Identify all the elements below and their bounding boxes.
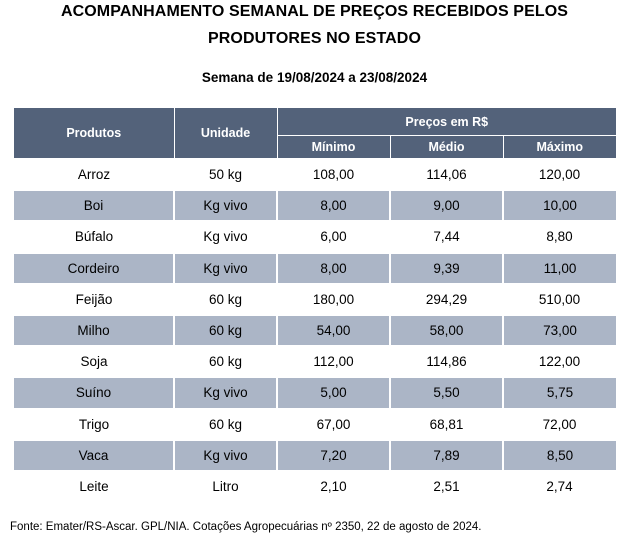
cell-minimo: 112,00	[313, 354, 354, 370]
cell-maximo: 122,00	[538, 354, 581, 370]
cell-maximo: 73,00	[503, 314, 617, 347]
header-produtos: Produtos	[14, 108, 175, 159]
cell-medio: 58,00	[390, 314, 504, 347]
cell-maximo: 10,00	[503, 190, 617, 222]
cell-produto: Búfalo	[74, 229, 114, 245]
cell-maximo: 8,80	[546, 229, 573, 245]
header-precos: Preços em R$	[277, 108, 617, 136]
cell-unidade: Kg vivo	[203, 229, 248, 245]
cell-maximo: 510,00	[538, 291, 581, 307]
cell-unidade: Kg vivo	[174, 252, 278, 284]
header-unidade: Unidade	[174, 108, 278, 159]
table-row: Suíno Kg vivo 5,00 5,50 5,75	[14, 377, 617, 409]
cell-minimo: 54,00	[277, 314, 391, 347]
document-title-line-1: ACOMPANHAMENTO SEMANAL DE PREÇOS RECEBID…	[60, 3, 569, 20]
cell-unidade: Litro	[212, 478, 239, 494]
table-row: Cordeiro Kg vivo 8,00 9,39 11,00	[14, 252, 617, 284]
cell-minimo: 2,10	[320, 478, 347, 494]
cell-maximo: 11,00	[503, 252, 617, 284]
header-minimo: Mínimo	[277, 135, 391, 159]
cell-maximo: 120,00	[538, 167, 581, 183]
source-note: Fonte: Emater/RS-Ascar. GPL/NIA. Cotaçõe…	[10, 521, 482, 533]
table-row: Milho 60 kg 54,00 58,00 73,00	[14, 314, 617, 347]
cell-medio: 7,89	[390, 439, 504, 471]
cell-minimo: 8,00	[277, 252, 391, 284]
cell-produto: Arroz	[77, 167, 111, 183]
cell-medio: 2,51	[433, 478, 460, 494]
cell-unidade: 60 kg	[208, 416, 243, 432]
prices-table: Produtos Unidade Preços em R$ Mínimo Méd…	[14, 108, 617, 503]
cell-unidade: Kg vivo	[174, 377, 278, 409]
cell-produto: Leite	[79, 478, 109, 494]
cell-produto: Soja	[80, 354, 108, 370]
cell-minimo: 7,20	[277, 439, 391, 471]
cell-minimo: 6,00	[320, 229, 347, 245]
cell-medio: 7,44	[433, 229, 460, 245]
table-row: Soja 60 kg 112,00 114,86 122,00	[14, 346, 616, 377]
table-body: Arroz 50 kg 108,00 114,06 120,00 Boi Kg …	[14, 159, 617, 503]
cell-unidade: 60 kg	[208, 291, 243, 307]
cell-minimo: 8,00	[277, 190, 391, 222]
cell-produto: Boi	[14, 190, 175, 222]
cell-maximo: 72,00	[542, 416, 577, 432]
week-range: Semana de 19/08/2024 a 23/08/2024	[201, 70, 428, 85]
table-row: Trigo 60 kg 67,00 68,81 72,00	[14, 409, 616, 440]
cell-medio: 114,86	[426, 354, 467, 370]
cell-minimo: 180,00	[312, 291, 355, 307]
table-row: Boi Kg vivo 8,00 9,00 10,00	[14, 190, 617, 222]
table-row: Vaca Kg vivo 7,20 7,89 8,50	[14, 439, 617, 471]
cell-maximo: 2,74	[546, 478, 573, 494]
cell-produto: Trigo	[78, 416, 110, 432]
cell-medio: 9,00	[390, 190, 504, 222]
cell-medio: 9,39	[390, 252, 504, 284]
cell-unidade: Kg vivo	[174, 439, 278, 471]
cell-minimo: 67,00	[316, 416, 351, 432]
cell-produto: Vaca	[14, 439, 175, 471]
cell-unidade: 50 kg	[208, 167, 243, 183]
cell-produto: Milho	[14, 314, 175, 347]
header-medio: Médio	[390, 135, 504, 159]
table-row: Feijão 60 kg 180,00 294,29 510,00	[14, 284, 616, 315]
cell-unidade: 60 kg	[174, 314, 278, 347]
cell-maximo: 5,75	[503, 377, 617, 409]
cell-maximo: 8,50	[503, 439, 617, 471]
cell-unidade: Kg vivo	[174, 190, 278, 222]
cell-produto: Suíno	[14, 377, 175, 409]
cell-unidade: 60 kg	[208, 354, 243, 370]
cell-minimo: 5,00	[277, 377, 391, 409]
table-row: Búfalo Kg vivo 6,00 7,44 8,80	[14, 221, 616, 252]
cell-medio: 5,50	[390, 377, 504, 409]
cell-minimo: 108,00	[312, 167, 355, 183]
header-maximo: Máximo	[503, 135, 617, 159]
table-row: Arroz 50 kg 108,00 114,06 120,00	[14, 159, 616, 191]
cell-produto: Cordeiro	[14, 252, 175, 284]
table-row: Leite Litro 2,10 2,51 2,74	[14, 471, 616, 502]
cell-medio: 68,81	[429, 416, 464, 432]
cell-produto: Feijão	[75, 291, 113, 307]
cell-medio: 294,29	[425, 291, 468, 307]
cell-medio: 114,06	[426, 167, 467, 183]
document-title-line-2: PRODUTORES NO ESTADO	[208, 30, 421, 47]
